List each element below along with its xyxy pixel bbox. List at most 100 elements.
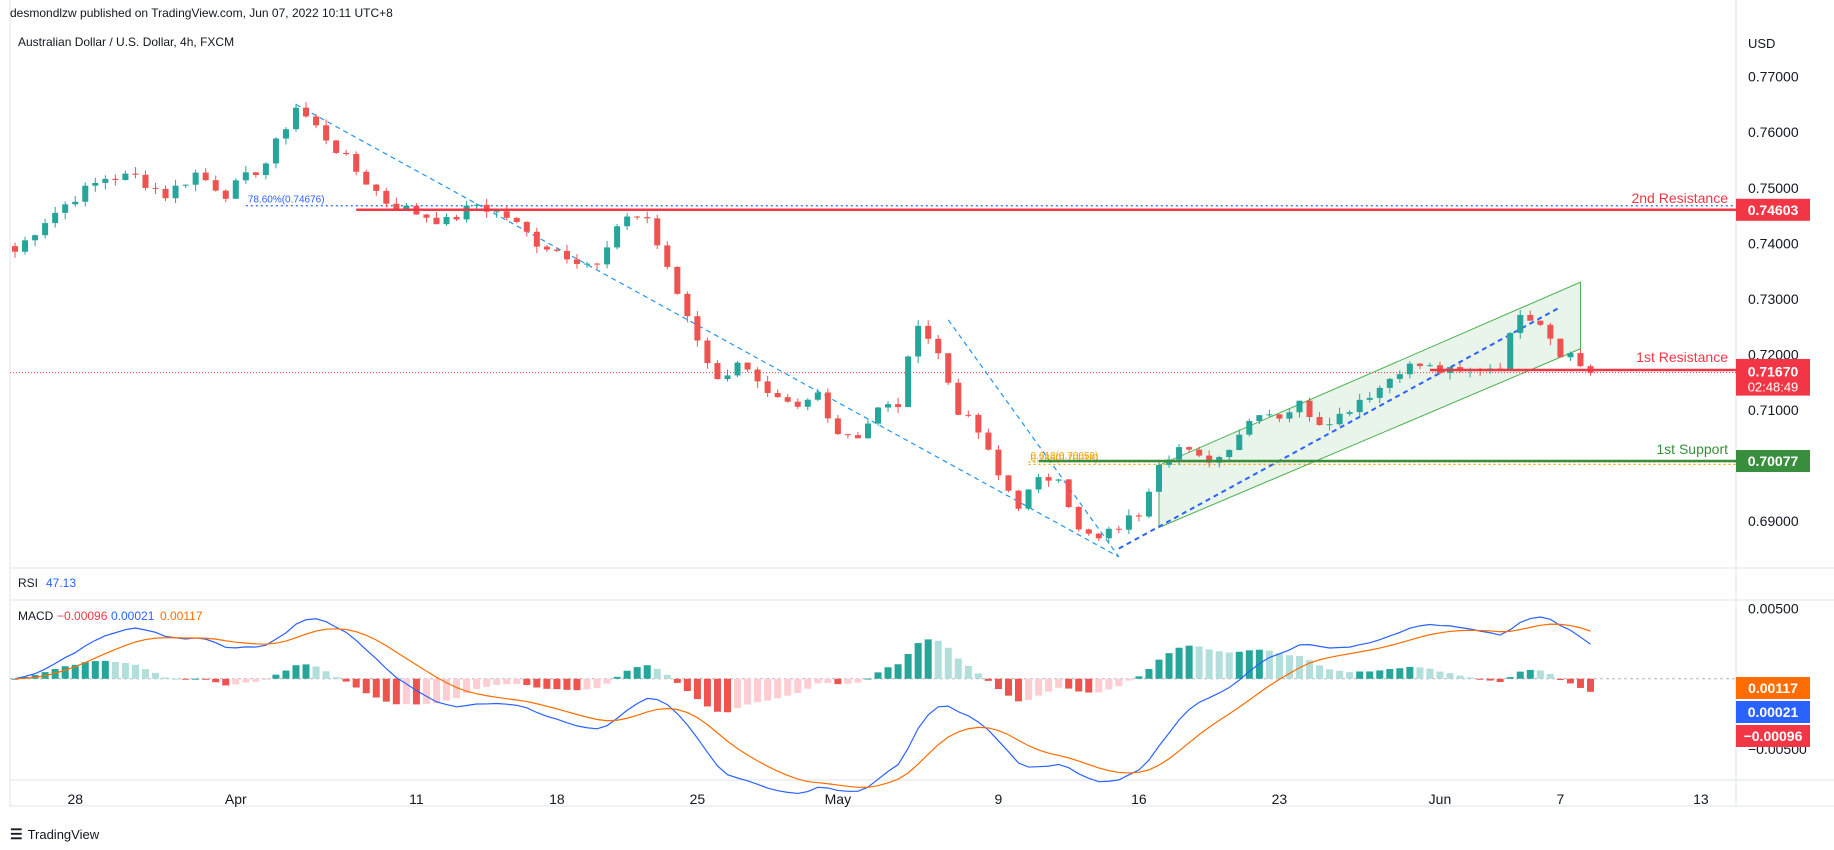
candle-body — [122, 173, 129, 181]
candle-body — [52, 212, 59, 224]
macd-histogram-bar — [1386, 669, 1394, 679]
candle-body — [885, 404, 892, 408]
macd-histogram-bar — [1265, 650, 1273, 679]
macd-histogram-bar — [894, 664, 902, 679]
candle-body — [774, 392, 781, 398]
macd-histogram-bar — [1125, 678, 1133, 681]
candle-body — [1085, 529, 1092, 534]
macd-histogram-bar — [1546, 673, 1554, 679]
candle-body — [915, 325, 922, 357]
candle-body — [624, 216, 631, 227]
macd-histogram-bar — [573, 678, 581, 691]
price-tick-label: 0.73000 — [1748, 291, 1799, 307]
candle-body — [553, 249, 560, 251]
candle-body — [1296, 400, 1303, 413]
fib-level-label: 0.618(0.70059) — [1031, 451, 1099, 462]
candle-body — [594, 263, 601, 265]
chart-title: Australian Dollar / U.S. Dollar, 4h, FXC… — [18, 35, 234, 49]
candle-body — [1547, 324, 1554, 339]
candle-body — [1507, 332, 1514, 371]
candle-body — [343, 152, 350, 155]
macd-badge-label: 0.00021 — [1748, 704, 1799, 720]
candle-body — [72, 201, 79, 205]
macd-hist-value: −0.00096 — [57, 609, 108, 623]
macd-histogram-bar — [734, 678, 742, 709]
candle-body — [423, 214, 430, 218]
candle-body — [674, 266, 681, 294]
candle-body — [644, 217, 651, 219]
macd-histogram-bar — [784, 678, 792, 696]
macd-histogram-bar — [543, 678, 551, 689]
candle-body — [102, 178, 109, 183]
candle-body — [1105, 528, 1112, 539]
macd-histogram-bar — [523, 678, 531, 686]
candle-body — [1226, 449, 1233, 458]
macd-histogram-bar — [533, 678, 541, 688]
candle-body — [975, 414, 982, 433]
macd-histogram-bar — [212, 678, 220, 683]
macd-histogram-bar — [1536, 670, 1544, 679]
candle-body — [272, 138, 279, 164]
price-tick-label: 0.77000 — [1748, 69, 1799, 85]
candle-body — [443, 216, 450, 225]
candle-body — [333, 140, 340, 153]
candle-body — [212, 180, 219, 191]
candle-body — [1346, 412, 1353, 414]
time-tick-label: May — [825, 791, 851, 807]
candle-body — [152, 187, 159, 189]
macd-histogram-bar — [473, 678, 481, 690]
candle-body — [1055, 479, 1062, 481]
macd-histogram-bar — [432, 678, 440, 704]
macd-histogram-bar — [1025, 678, 1033, 701]
macd-histogram-bar — [1426, 668, 1434, 679]
candle-body — [22, 240, 29, 252]
level-label: 2nd Resistance — [1631, 190, 1728, 206]
bar-countdown: 02:48:49 — [1748, 380, 1799, 395]
macd-histogram-bar — [141, 669, 149, 679]
macd-histogram-bar — [503, 678, 511, 685]
macd-histogram-bar — [1366, 671, 1374, 679]
macd-histogram-bar — [1556, 678, 1564, 680]
candle-body — [1366, 397, 1373, 400]
macd-histogram-bar — [914, 643, 922, 679]
macd-histogram-bar — [1205, 649, 1213, 679]
macd-histogram-bar — [111, 662, 119, 679]
candle-body — [62, 204, 69, 213]
last-price-badge — [1736, 361, 1810, 396]
macd-histogram-bar — [242, 678, 250, 683]
price-badge-label: 0.70077 — [1748, 453, 1799, 469]
candle-body — [1336, 413, 1343, 425]
macd-histogram-bar — [422, 678, 430, 704]
candle-body — [1045, 477, 1052, 481]
candle-body — [563, 250, 570, 260]
macd-histogram-bar — [1356, 671, 1364, 679]
candle-body — [1145, 491, 1152, 517]
currency-label: USD — [1748, 36, 1775, 51]
time-tick-label: Jun — [1429, 791, 1452, 807]
candle-body — [433, 217, 440, 225]
macd-histogram-bar — [1245, 650, 1253, 679]
candle-body — [895, 404, 902, 408]
candle-body — [573, 259, 580, 264]
macd-histogram-bar — [593, 678, 601, 689]
macd-histogram-bar — [1275, 653, 1283, 679]
candle-body — [734, 362, 741, 376]
macd-histogram-bar — [924, 639, 932, 679]
candle-body — [864, 423, 871, 439]
candle-body — [262, 163, 269, 176]
macd-histogram-bar — [262, 678, 270, 680]
macd-histogram-bar — [81, 662, 89, 679]
macd-histogram-bar — [1566, 678, 1574, 684]
macd-histogram-bar — [633, 667, 641, 679]
macd-histogram-bar — [101, 660, 109, 679]
candle-body — [664, 245, 671, 267]
level-label: 1st Resistance — [1636, 349, 1728, 365]
candle-body — [1005, 475, 1012, 491]
macd-histogram-bar — [302, 664, 310, 679]
time-tick-label: 11 — [409, 791, 424, 807]
price-tick-label: 0.75000 — [1748, 180, 1799, 196]
candle-body — [463, 205, 470, 220]
macd-histogram-bar — [1105, 678, 1113, 690]
macd-histogram-bar — [1225, 652, 1233, 679]
